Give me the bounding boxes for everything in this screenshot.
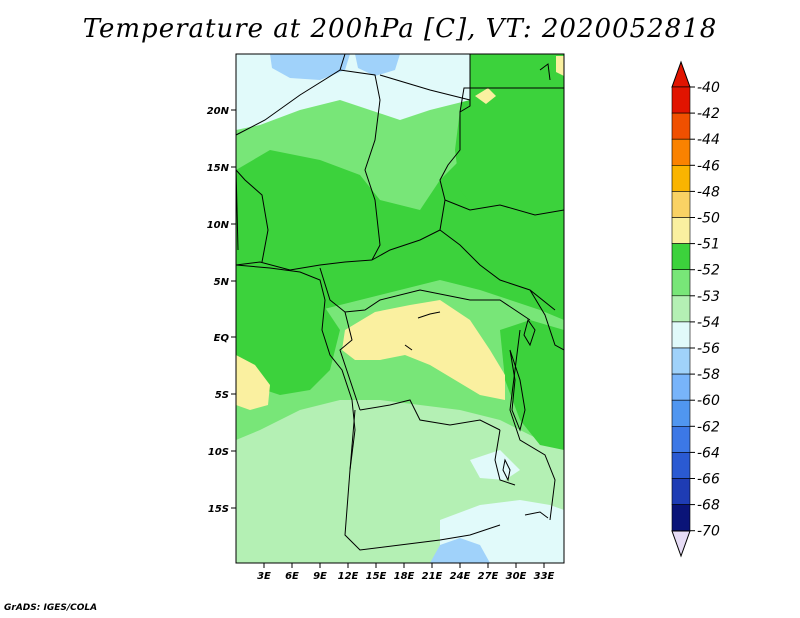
field-dark-green-east <box>455 54 564 230</box>
field-yellow-northeast <box>475 88 496 104</box>
colorbar-label: -58 <box>697 367 720 383</box>
colorbar: -40 -42 -44 -46 -48 -50 -51 -52 -53 -54 -56 -58 -60 -… <box>671 60 720 558</box>
colorbar-label: -53 <box>697 289 720 305</box>
lon-label: 3E <box>257 571 271 582</box>
colorbar-labels: -40 -42 -44 -46 -48 -50 -51 -52 -53 -54 -56 -58 -60 -… <box>697 80 720 540</box>
field-yellow-atlantic <box>236 355 270 410</box>
colorbar-label: -40 <box>697 80 720 96</box>
colorbar-label: -66 <box>697 472 720 488</box>
field-dark-green-west <box>236 280 340 395</box>
lon-label: 18E <box>394 571 415 582</box>
colorbar-label: -50 <box>697 211 720 227</box>
colorbar-label: -48 <box>697 184 720 200</box>
lon-label: 9E <box>313 571 327 582</box>
colorbar-ticks <box>690 86 695 532</box>
colorbar-swatch <box>671 347 691 375</box>
lon-label: 24E <box>450 571 471 582</box>
colorbar-swatch <box>671 112 691 140</box>
colorbar-top-arrow <box>671 60 691 88</box>
lon-labels: 3E 6E 9E 12E 15E 18E 21E 24E 27E 30E 33E <box>257 571 554 582</box>
colorbar-label: -70 <box>697 524 720 540</box>
colorbar-swatch <box>671 373 691 401</box>
field-light-blue-south <box>430 538 490 563</box>
map-frame <box>235 53 565 564</box>
colorbar-swatch <box>671 86 691 114</box>
lon-label: 6E <box>285 571 299 582</box>
field-light-blue-north <box>270 54 350 80</box>
colorbar-swatch <box>671 243 691 271</box>
lon-label: 12E <box>338 571 359 582</box>
colorbar-swatch <box>671 217 691 244</box>
colorbar-swatch <box>671 295 691 323</box>
colorbar-label: -51 <box>697 237 720 253</box>
grads-credit: GrADS: IGES/COLA <box>4 603 98 613</box>
temperature-field <box>236 54 564 563</box>
lat-label: EQ <box>214 333 230 344</box>
colorbar-swatch <box>671 478 691 505</box>
colorbar-label: -46 <box>697 158 720 174</box>
colorbar-label: -64 <box>697 445 720 461</box>
colorbar-swatches <box>671 86 691 532</box>
lat-label: 20N <box>207 106 230 117</box>
country-boundaries <box>236 54 564 551</box>
colorbar-label: -68 <box>697 498 720 514</box>
colorbar-label: -42 <box>697 106 720 122</box>
colorbar-swatch <box>671 425 691 453</box>
lat-label: 15S <box>208 504 229 515</box>
lat-label: 15N <box>207 163 230 174</box>
lon-label: 15E <box>366 571 387 582</box>
colorbar-label: -52 <box>697 263 720 279</box>
lat-label: 5S <box>215 390 229 401</box>
lon-label: 27E <box>478 571 499 582</box>
field-pale-cyan-southeast <box>470 450 520 480</box>
lon-label: 30E <box>506 571 527 582</box>
lat-label: 10N <box>207 220 230 231</box>
colorbar-swatch <box>671 269 691 297</box>
colorbar-bottom-arrow <box>671 530 691 558</box>
lat-ticks <box>231 109 236 509</box>
field-light-blue-north2 <box>355 54 400 76</box>
colorbar-label: -60 <box>697 393 720 409</box>
colorbar-swatch <box>671 399 691 427</box>
lon-ticks <box>263 563 545 568</box>
field-yellow-congo <box>342 300 505 400</box>
colorbar-swatch <box>671 452 691 479</box>
chart-title: Temperature at 200hPa [C], VT: 202005281… <box>82 14 718 44</box>
colorbar-label: -56 <box>697 341 720 357</box>
lat-label: 5N <box>214 277 230 288</box>
colorbar-swatch <box>671 138 691 166</box>
lat-labels: 20N 15N 10N 5N EQ 5S 10S 15S <box>207 106 230 515</box>
colorbar-label: -44 <box>697 132 720 148</box>
lon-label: 33E <box>534 571 555 582</box>
colorbar-swatch <box>671 165 691 192</box>
lat-label: 10S <box>208 447 229 458</box>
lon-label: 21E <box>422 571 443 582</box>
colorbar-swatch <box>671 504 691 532</box>
colorbar-label: -54 <box>697 315 720 331</box>
colorbar-swatch <box>671 191 691 218</box>
colorbar-label: -62 <box>697 419 720 435</box>
colorbar-swatch <box>671 321 691 349</box>
field-dark-green-lakes <box>500 320 564 450</box>
field-yellow-northeast2 <box>556 56 564 76</box>
